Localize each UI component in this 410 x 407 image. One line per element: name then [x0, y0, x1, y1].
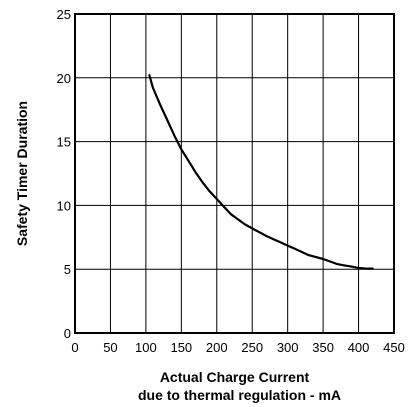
x-tick-label: 150	[170, 340, 192, 355]
y-tick-label: 10	[57, 198, 71, 213]
x-tick-label: 400	[348, 340, 370, 355]
y-tick-label: 25	[57, 7, 71, 22]
x-tick-label: 200	[206, 340, 228, 355]
plot-frame	[74, 13, 395, 334]
series-line	[148, 74, 374, 270]
y-tick-label: 0	[64, 326, 71, 341]
tick-labels: 0 50 100 150 200 250 300 350 400 450 0 5 10 15 20 25	[57, 7, 405, 355]
x-tick-label: 350	[312, 340, 334, 355]
y-tick-label: 20	[57, 71, 71, 86]
x-tick-label: 0	[71, 340, 78, 355]
grid	[75, 14, 394, 333]
x-tick-label: 250	[241, 340, 263, 355]
x-tick-label: 50	[103, 340, 117, 355]
x-tick-label: 450	[383, 340, 405, 355]
x-tick-label: 100	[135, 340, 157, 355]
y-tick-label: 15	[57, 135, 71, 150]
x-axis-label-line2: due to thermal regulation - mA	[138, 387, 341, 403]
x-tick-label: 300	[277, 340, 299, 355]
plot-area	[148, 74, 374, 270]
x-axis-label-line1: Actual Charge Current	[160, 369, 310, 385]
y-tick-label: 5	[64, 262, 71, 277]
y-axis-label: Safety Timer Duration	[14, 101, 30, 246]
